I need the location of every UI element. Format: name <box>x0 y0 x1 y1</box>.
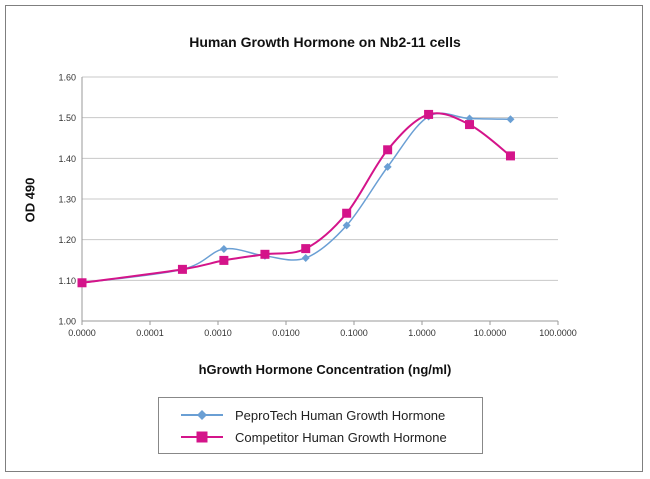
legend-item-competitor: Competitor Human Growth Hormone <box>181 427 447 447</box>
y-tick-label: 1.00 <box>58 317 76 327</box>
x-tick-label: 0.0000 <box>68 328 96 338</box>
chart-frame <box>5 5 643 472</box>
x-tick-label: 1.0000 <box>408 328 436 338</box>
legend: PeproTech Human Growth Hormone Competito… <box>158 397 483 454</box>
series-line-peprotech <box>81 112 511 284</box>
x-tick-label: 0.0100 <box>272 328 300 338</box>
y-tick-label: 1.60 <box>58 73 76 83</box>
y-tick-label: 1.20 <box>58 235 76 245</box>
data-point-diamond <box>342 221 351 230</box>
data-point-square <box>77 278 87 288</box>
data-point-diamond <box>383 162 392 171</box>
data-point-diamond <box>219 245 228 254</box>
data-point-square <box>177 264 187 274</box>
data-point-square <box>383 145 393 155</box>
x-tick-label: 0.0010 <box>204 328 232 338</box>
x-tick-label: 100.0000 <box>539 328 577 338</box>
chart-title: Human Growth Hormone on Nb2-11 cells <box>189 34 461 50</box>
y-tick-label: 1.50 <box>58 113 76 123</box>
legend-label: PeproTech Human Growth Hormone <box>235 407 446 423</box>
y-tick-label: 1.40 <box>58 154 76 164</box>
x-tick-label: 0.1000 <box>340 328 368 338</box>
x-tick-label: 0.0001 <box>136 328 164 338</box>
series-line-competitor <box>81 112 512 284</box>
data-point-square <box>219 255 229 265</box>
square-marker-icon <box>181 431 223 443</box>
legend-item-peprotech: PeproTech Human Growth Hormone <box>181 405 445 425</box>
data-point-square <box>301 244 311 254</box>
data-point-diamond <box>506 115 515 124</box>
data-point-square <box>505 151 515 161</box>
data-point-square <box>342 208 352 218</box>
diamond-marker-icon <box>181 410 223 420</box>
y-tick-label: 1.10 <box>58 276 76 286</box>
data-point-square <box>424 109 434 119</box>
legend-label: Competitor Human Growth Hormone <box>235 429 447 445</box>
data-point-diamond <box>301 253 310 262</box>
y-tick-label: 1.30 <box>58 195 76 205</box>
data-point-square <box>260 249 270 259</box>
x-axis-label: hGrowth Hormone Concentration (ng/ml) <box>198 362 452 377</box>
x-tick-label: 10.0000 <box>474 328 507 338</box>
data-point-square <box>465 120 475 130</box>
